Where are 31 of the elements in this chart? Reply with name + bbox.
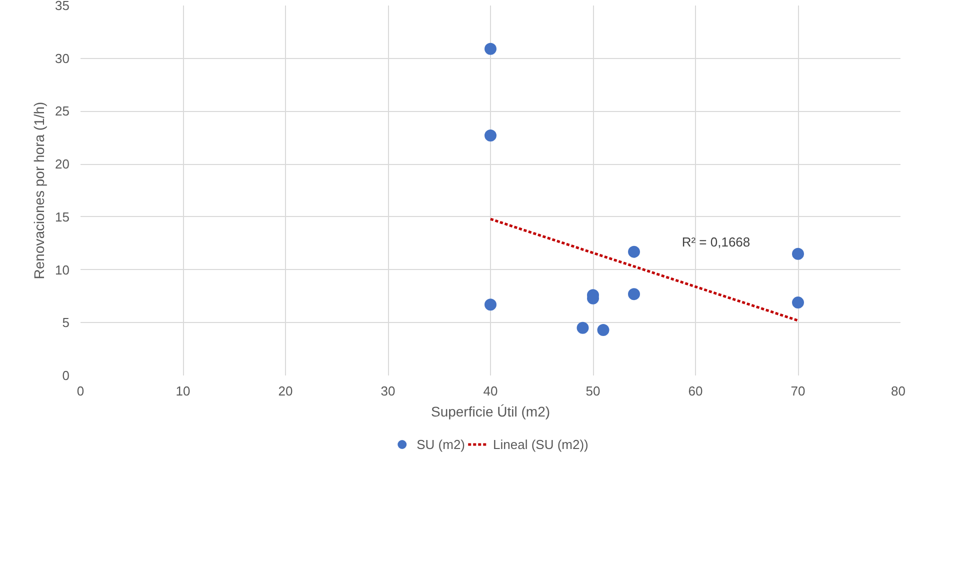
point (792, 248, 804, 260)
point (484, 42, 496, 55)
point (792, 296, 804, 309)
legend-label: SU (m2) (416, 436, 466, 452)
x-tick-label: 80 (891, 384, 906, 398)
point (597, 324, 610, 336)
y-tick-label: 15 (55, 209, 70, 224)
x-tick-label: 0 (76, 384, 84, 398)
point (576, 322, 589, 334)
x-axis-title: Superficie Útil (m2) (430, 404, 550, 420)
x-tick-label: 60 (688, 384, 703, 398)
y-tick-label: 10 (55, 262, 70, 278)
y-tick-label: 0 (62, 368, 70, 383)
y-tick-label: 25 (55, 104, 70, 119)
point (484, 130, 496, 142)
y-tick-label: 5 (62, 315, 70, 330)
x-tick-label: 20 (278, 384, 293, 398)
y-tick-label: 30 (55, 50, 70, 66)
x-tick-label: 30 (380, 384, 396, 398)
x-tick-label: 40 (483, 384, 498, 398)
point (628, 288, 640, 300)
y-tick-label: 20 (55, 156, 70, 172)
x-tick-label: 50 (586, 384, 600, 398)
x-tick-label: 10 (176, 384, 190, 398)
point (484, 298, 496, 311)
y-axis-title: Renovaciones por hora (1/h) (31, 102, 48, 280)
annotation: R² = 0,1668 (682, 234, 750, 250)
point (628, 246, 640, 258)
x-tick-label: 70 (790, 384, 806, 398)
legend-label: Lineal (SU (m2)) (493, 436, 588, 452)
y-tick-label: 35 (55, 0, 70, 13)
